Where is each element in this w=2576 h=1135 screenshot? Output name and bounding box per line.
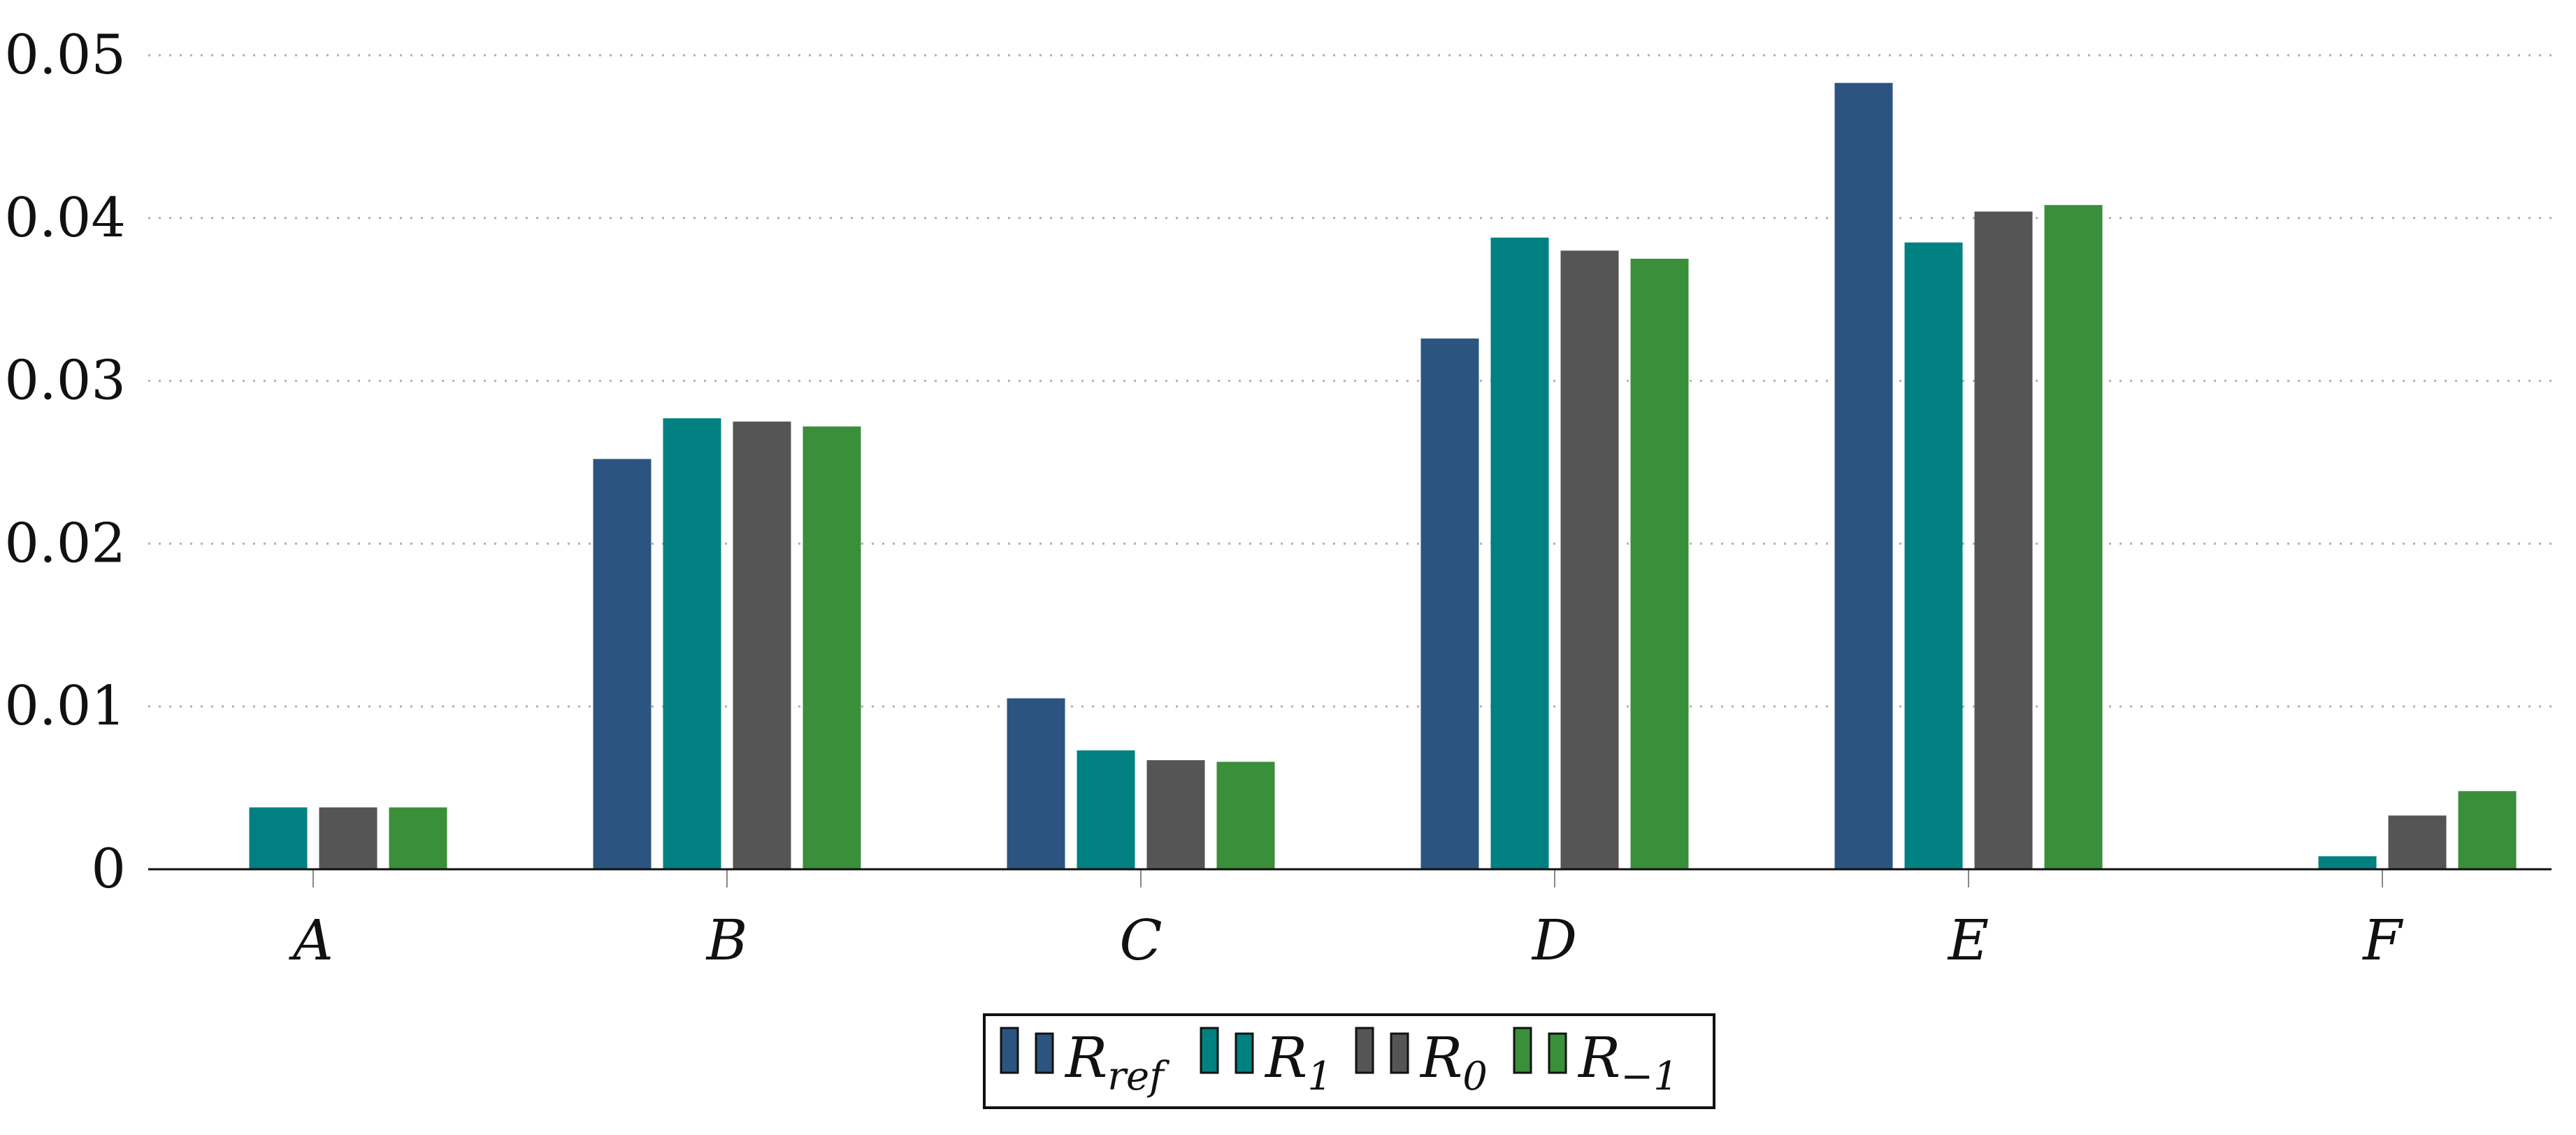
- grid-lines: [148, 54, 2552, 708]
- y-tick-label: 0.02: [4, 512, 126, 575]
- x-tick-label: B: [705, 908, 748, 973]
- bar-E-R_0: [1974, 211, 2033, 869]
- bar-A-R_-1: [389, 807, 447, 869]
- legend-label-R_1: R1: [1264, 1025, 1332, 1099]
- bar-B-R_0: [733, 421, 791, 869]
- y-tick-labels: 0 0.01 0.02 0.03 0.04 0.05: [4, 24, 126, 901]
- bar-A-R_0: [319, 807, 377, 869]
- bar-B-R_1: [663, 418, 721, 869]
- x-tick-labels: A B C D E F: [288, 908, 2403, 973]
- axes: [148, 868, 2552, 887]
- y-tick-label: 0.05: [4, 24, 126, 87]
- legend-swatch-R_-1: [1548, 1032, 1567, 1074]
- bar-D-R_1: [1490, 237, 1549, 870]
- legend-box: [983, 1013, 1715, 1109]
- legend-swatch-R_0: [1390, 1032, 1409, 1074]
- legend-swatch-R_ref: [1035, 1032, 1054, 1074]
- bar-C-R_ref: [1007, 698, 1065, 869]
- legend-label-R_ref: Rref: [1064, 1025, 1170, 1099]
- x-tick-label: F: [2361, 908, 2403, 973]
- bar-F-R_1: [2318, 856, 2377, 869]
- bar-B-R_ref: [593, 459, 652, 869]
- bar-F-R_-1: [2458, 791, 2517, 869]
- bar-C-R_-1: [1216, 762, 1275, 869]
- legend-swatch-R_0: [1355, 1027, 1374, 1074]
- y-tick-label: 0.03: [4, 350, 126, 413]
- bar-A-R_1: [249, 807, 308, 869]
- y-tick-label: 0.04: [4, 187, 126, 250]
- x-tick-label: C: [1119, 908, 1162, 973]
- legend-label-R_-1: R−1: [1577, 1025, 1678, 1099]
- legend-swatch-R_-1: [1513, 1027, 1532, 1074]
- x-tick-label: A: [288, 908, 333, 973]
- legend-swatch-R_ref: [1000, 1027, 1019, 1074]
- bar-D-R_-1: [1630, 259, 1689, 869]
- bar-B-R_-1: [803, 426, 861, 869]
- bar-D-R_ref: [1420, 338, 1479, 869]
- bar-D-R_0: [1560, 250, 1619, 869]
- bar-C-R_0: [1146, 760, 1205, 869]
- bar-C-R_1: [1077, 750, 1135, 869]
- y-tick-label: 0: [91, 838, 126, 901]
- legend-swatch-R_1: [1235, 1032, 1254, 1074]
- x-tick-label: D: [1531, 908, 1577, 973]
- legend-swatch-R_1: [1200, 1027, 1219, 1074]
- y-tick-label: 0.01: [4, 675, 126, 738]
- bar-E-R_-1: [2044, 205, 2103, 869]
- legend: Rref R1 R0 R−1: [983, 1013, 1715, 1109]
- legend-label-R_0: R0: [1419, 1025, 1488, 1099]
- bar-F-R_0: [2388, 815, 2447, 869]
- x-tick-label: E: [1947, 908, 1989, 973]
- bar-E-R_ref: [1834, 83, 1893, 869]
- bar-E-R_1: [1904, 242, 1963, 870]
- bars: [249, 83, 2517, 870]
